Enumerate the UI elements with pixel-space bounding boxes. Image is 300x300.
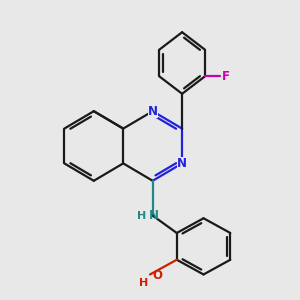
Text: N: N [148, 105, 158, 118]
Text: F: F [222, 70, 230, 83]
Text: N: N [149, 209, 159, 222]
Text: O: O [153, 269, 163, 282]
Text: H: H [137, 211, 146, 220]
Text: N: N [177, 157, 187, 170]
Text: H: H [140, 278, 149, 289]
